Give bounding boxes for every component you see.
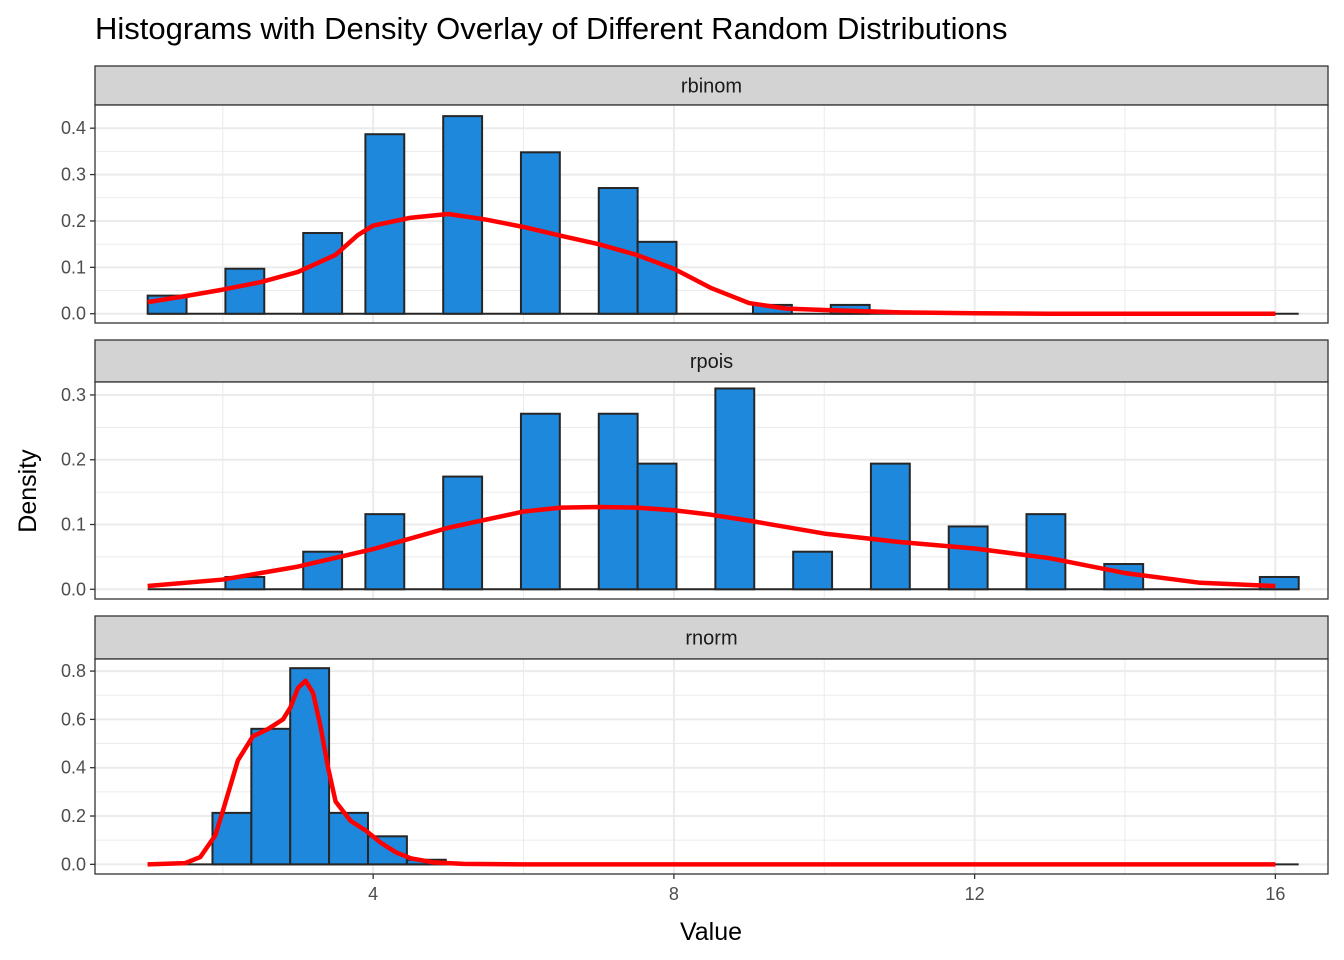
histogram-bar bbox=[636, 462, 678, 591]
y-tick-label: 0.6 bbox=[61, 709, 86, 729]
histogram-bar bbox=[250, 727, 292, 866]
panel-background bbox=[95, 382, 1328, 599]
plot-area bbox=[147, 667, 1299, 867]
histogram-bar bbox=[519, 412, 561, 591]
chart-title: Histograms with Density Overlay of Diffe… bbox=[95, 11, 1008, 46]
y-tick-label: 0.4 bbox=[61, 118, 86, 138]
panel-border bbox=[94, 658, 1329, 875]
histogram-bar bbox=[714, 387, 756, 591]
x-axis-title: Value bbox=[680, 918, 742, 946]
y-tick-label: 0.3 bbox=[61, 165, 86, 185]
x-tick-label: 8 bbox=[669, 884, 679, 904]
histogram-bar bbox=[636, 240, 678, 315]
y-tick-label: 0.4 bbox=[61, 758, 86, 778]
panel-border bbox=[94, 381, 1329, 600]
facet-label-rpois: rpois bbox=[690, 351, 733, 373]
y-tick-label: 0.2 bbox=[61, 450, 86, 470]
x-axis: 4 8 12 16 bbox=[368, 874, 1285, 904]
density-line bbox=[147, 504, 1276, 589]
histogram-bar bbox=[224, 267, 266, 315]
y-tick-label: 0.0 bbox=[61, 304, 86, 324]
x-tick-label: 12 bbox=[965, 884, 985, 904]
plot-area bbox=[146, 115, 1299, 316]
y-tick-label: 0.2 bbox=[61, 211, 86, 231]
y-tick-label: 0.2 bbox=[61, 806, 86, 826]
histogram-bar bbox=[367, 835, 408, 866]
histogram-bar bbox=[302, 550, 344, 591]
y-tick-label: 0.0 bbox=[61, 579, 86, 599]
facet-label-rnorm: rnorm bbox=[685, 628, 737, 650]
plot-area bbox=[147, 387, 1300, 591]
facet-strip-rbinom bbox=[94, 65, 1329, 106]
facet-strip-rnorm bbox=[94, 615, 1329, 660]
histogram-bar bbox=[792, 550, 834, 591]
histogram-bar bbox=[947, 525, 989, 591]
histogram-bar bbox=[597, 412, 639, 591]
panels: rbinom 0.0 0.1 0.2 0.3 0.4 rpois 0.0 0.1 0.2 0.3 rn… bbox=[61, 65, 1329, 875]
y-tick-label: 0.8 bbox=[61, 661, 86, 681]
facet-label-rbinom: rbinom bbox=[681, 76, 742, 98]
density-line bbox=[147, 678, 1276, 867]
histogram-bar bbox=[302, 232, 344, 315]
y-axis-title: Density bbox=[14, 449, 42, 533]
histogram-bar bbox=[442, 475, 484, 591]
y-tick-label: 0.3 bbox=[61, 385, 86, 405]
y-tick-label: 0.1 bbox=[61, 257, 86, 277]
panel-border bbox=[94, 104, 1329, 324]
panel-rnorm: rnorm 0.0 0.2 0.4 0.6 0.8 bbox=[61, 615, 1329, 875]
y-tick-label: 0.0 bbox=[61, 854, 86, 874]
facet-strip-rpois bbox=[94, 339, 1329, 383]
histogram-bar bbox=[869, 462, 911, 591]
density-line bbox=[147, 211, 1276, 316]
x-tick-label: 16 bbox=[1265, 884, 1285, 904]
panel-rpois: rpois 0.0 0.1 0.2 0.3 bbox=[61, 339, 1329, 600]
x-tick-label: 4 bbox=[368, 884, 378, 904]
panel-rbinom: rbinom 0.0 0.1 0.2 0.3 0.4 bbox=[61, 65, 1329, 324]
y-tick-label: 0.1 bbox=[61, 515, 86, 535]
histogram-bar bbox=[1025, 513, 1067, 591]
